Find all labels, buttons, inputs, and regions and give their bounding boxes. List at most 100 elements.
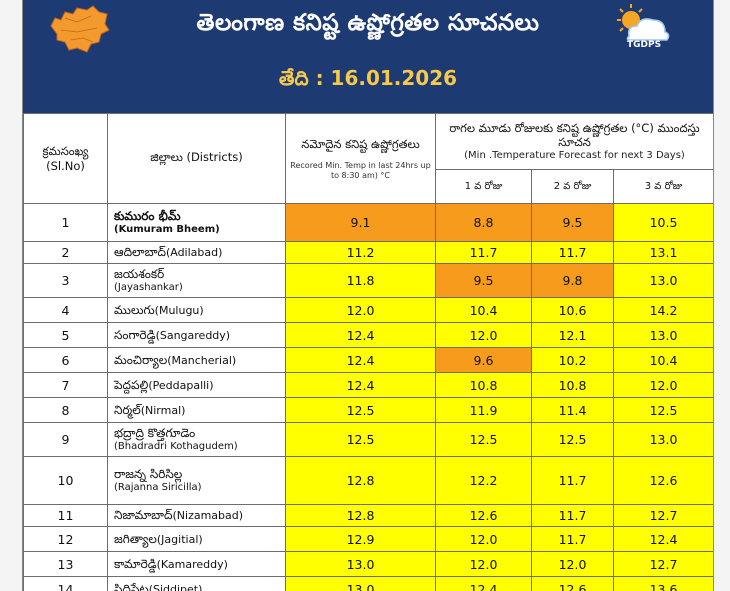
district-cell: సిద్దిపేట(Siddipet) xyxy=(107,576,286,591)
forecast-day-2-cell: 12.5 xyxy=(531,422,614,457)
forecast-day-3-cell: 12.4 xyxy=(612,526,713,552)
observed-temp-cell: 12.8 xyxy=(285,504,436,527)
district-name-english: (Mulugu) xyxy=(154,303,204,317)
district-name-english: (Adilabad) xyxy=(165,246,223,259)
header-day-3: 3 వ రోజు xyxy=(612,169,713,204)
tgdps-logo-text: TGDPS xyxy=(627,40,662,50)
forecast-day-3-cell: 12.0 xyxy=(612,372,713,398)
forecast-day-3-cell: 10.5 xyxy=(612,203,713,242)
forecast-day-1-cell: 12.2 xyxy=(435,456,532,505)
sl-no-cell: 2 xyxy=(23,241,108,264)
forecast-day-2-cell: 11.4 xyxy=(531,397,614,423)
forecast-day-1-cell: 12.0 xyxy=(435,322,532,348)
forecast-day-2-cell: 10.8 xyxy=(531,372,614,398)
district-cell: కామారెడ్డి(Kamareddy) xyxy=(107,551,286,577)
table-row: 8 నిర్మల్(Nirmal) 12.5 11.9 11.4 12.5 xyxy=(23,397,713,423)
header-observed-title: నమోదైన కనిష్ట ఉష్ణోగ్రతలు xyxy=(301,136,420,151)
forecast-day-3-cell: 12.5 xyxy=(612,397,713,423)
observed-temp-cell: 11.8 xyxy=(285,263,436,298)
district-cell: ఆదిలాబాద్(Adilabad) xyxy=(107,241,286,264)
district-name-english: (Kamareddy) xyxy=(156,557,228,571)
observed-temp-cell: 12.4 xyxy=(285,347,436,373)
table-row: 9 భద్రాద్రి కొత్తగూడెం (Bhadradri Kothagud… xyxy=(23,422,713,457)
forecast-day-1-cell: 12.5 xyxy=(435,422,532,457)
district-cell: మంచిర్యాల(Mancherial) xyxy=(107,347,286,373)
table-row: 11 నిజామాబాద్(Nizamabad) 12.8 12.6 11.7 12.7 xyxy=(23,504,713,527)
sl-no-cell: 5 xyxy=(23,322,108,348)
observed-temp-cell: 12.5 xyxy=(285,397,436,423)
sl-no-cell: 1 xyxy=(23,203,108,242)
forecast-day-2-cell: 11.7 xyxy=(531,456,614,505)
observed-temp-cell: 12.4 xyxy=(285,372,436,398)
district-cell: నిజామాబాద్(Nizamabad) xyxy=(107,504,286,527)
table-row: 14 సిద్దిపేట(Siddipet) 13.0 12.4 12.6 13.6 xyxy=(23,576,713,591)
district-name-telugu: సిద్దిపేట xyxy=(114,581,149,591)
table-row: 4 ములుగు(Mulugu) 12.0 10.4 10.6 14.2 xyxy=(23,297,713,323)
table-row: 7 పెద్దపల్లి(Peddapalli) 12.4 10.8 10.8 12.0 xyxy=(23,372,713,398)
district-name-english: (Nizamabad) xyxy=(172,509,244,522)
table-row: 6 మంచిర్యాల(Mancherial) 12.4 9.6 10.2 10.4 xyxy=(23,347,713,373)
observed-temp-cell: 12.9 xyxy=(285,526,436,552)
bulletin-date: తేది : 16.01.2026 xyxy=(278,66,458,90)
forecast-day-1-cell: 12.4 xyxy=(435,576,532,591)
district-name-telugu: భద్రాద్రి కొత్తగూడెం xyxy=(114,425,196,440)
table-row: 2 ఆదిలాబాద్(Adilabad) 11.2 11.7 11.7 13.1 xyxy=(23,241,713,264)
district-name-english: (Jayashankar) xyxy=(114,281,183,293)
district-cell: జగిత్యాల(Jagitial) xyxy=(107,526,286,552)
district-name-telugu: ములుగు xyxy=(114,302,155,317)
district-cell: సంగారెడ్డి(Sangareddy) xyxy=(107,322,286,348)
forecast-day-2-cell: 11.7 xyxy=(531,504,614,527)
table-row: 13 కామారెడ్డి(Kamareddy) 13.0 12.0 12.0 12.7 xyxy=(23,551,713,577)
sl-no-cell: 8 xyxy=(23,397,108,423)
sl-no-cell: 14 xyxy=(23,576,108,591)
sl-no-cell: 9 xyxy=(23,422,108,457)
bulletin-sheet: తెలంగాణ కనిష్ట ఉష్ణోగ్రతల సూచనలు తేది : … xyxy=(22,0,714,591)
district-name-english: (Sangareddy) xyxy=(155,328,231,342)
forecast-day-1-cell: 12.6 xyxy=(435,504,532,527)
sl-no-cell: 11 xyxy=(23,504,108,527)
sl-no-cell: 10 xyxy=(23,456,108,505)
forecast-day-1-cell: 11.7 xyxy=(435,241,532,264)
district-name-telugu: పెద్దపల్లి xyxy=(114,377,149,392)
district-name-english: (Bhadradri Kothagudem) xyxy=(114,440,238,452)
forecast-day-1-cell: 12.0 xyxy=(435,551,532,577)
table-row: 10 రాజన్న సిరిసిల్ల (Rajanna Siricilla) 12.… xyxy=(23,456,713,505)
observed-temp-cell: 12.4 xyxy=(285,322,436,348)
forecast-day-2-cell: 9.8 xyxy=(531,263,614,298)
district-name-telugu: కుమురం భీమ్ xyxy=(114,208,181,223)
sl-no-cell: 4 xyxy=(23,297,108,323)
header-forecast-subtitle: (Min .Temperature Forecast for next 3 Da… xyxy=(464,149,685,161)
district-cell: కుమురం భీమ్ (Kumuram Bheem) xyxy=(107,203,286,242)
forecast-day-3-cell: 13.0 xyxy=(612,422,713,457)
forecast-day-3-cell: 12.6 xyxy=(612,456,713,505)
forecast-day-2-cell: 12.1 xyxy=(531,322,614,348)
observed-temp-cell: 13.0 xyxy=(285,551,436,577)
header-forecast-title: రాగల మూడు రోజులకు కనిష్ట ఉష్ణోగ్రతల (°C)… xyxy=(449,120,700,149)
district-cell: భద్రాద్రి కొత్తగూడెం (Bhadradri Kothagude… xyxy=(107,422,286,457)
sun-cloud-icon xyxy=(617,4,670,41)
table-row: 12 జగిత్యాల(Jagitial) 12.9 12.0 11.7 12.4 xyxy=(23,526,713,552)
district-name-telugu: నిజామాబాద్ xyxy=(114,508,173,522)
sl-no-cell: 12 xyxy=(23,526,108,552)
district-name-telugu: ఆదిలాబాద్ xyxy=(114,245,166,259)
sl-no-cell: 3 xyxy=(23,263,108,298)
district-name-telugu: రాజన్న సిరిసిల్ల xyxy=(114,466,183,481)
district-name-english: (Peddapalli) xyxy=(148,378,214,392)
sl-no-cell: 7 xyxy=(23,372,108,398)
forecast-day-1-cell: 11.9 xyxy=(435,397,532,423)
district-cell: జయశంకర్ (Jayashankar) xyxy=(107,263,286,298)
header-sl-no: క్రమసంఖ్య (Sl.No) xyxy=(23,113,108,204)
forecast-day-1-cell: 10.8 xyxy=(435,372,532,398)
forecast-day-1-cell: 8.8 xyxy=(435,203,532,242)
header-day-1: 1 వ రోజు xyxy=(435,169,532,204)
observed-temp-cell: 13.0 xyxy=(285,576,436,591)
district-cell: నిర్మల్(Nirmal) xyxy=(107,397,286,423)
observed-temp-cell: 12.5 xyxy=(285,422,436,457)
temperature-table: క్రమసంఖ్య (Sl.No) జిల్లాలు (Districts) న… xyxy=(23,113,713,591)
sl-no-cell: 6 xyxy=(23,347,108,373)
district-name-english: (Rajanna Siricilla) xyxy=(114,481,202,493)
district-name-telugu: జయశంకర్ xyxy=(114,266,165,281)
forecast-day-1-cell: 12.0 xyxy=(435,526,532,552)
forecast-day-3-cell: 10.4 xyxy=(612,347,713,373)
header-observed-subtitle: Recored Min. Temp in last 24hrs up to 8:… xyxy=(290,160,431,180)
